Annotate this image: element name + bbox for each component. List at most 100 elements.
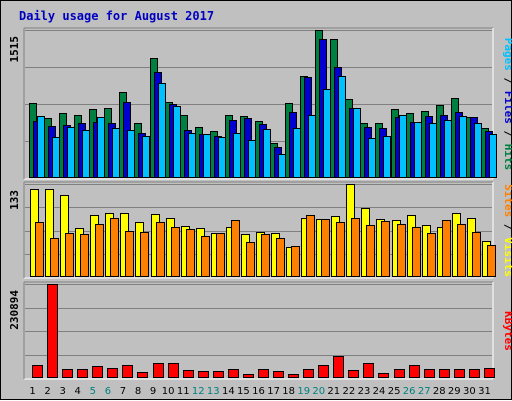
bar-sites-day-5 bbox=[95, 224, 104, 277]
bar-sites-day-9 bbox=[156, 222, 165, 277]
bar-sites-day-18 bbox=[291, 246, 300, 277]
bar-kbytes-day-6 bbox=[107, 368, 118, 378]
bar-kbytes-day-11 bbox=[183, 370, 194, 378]
bar-sites-day-8 bbox=[140, 232, 149, 277]
bar-kbytes-day-12 bbox=[198, 371, 209, 378]
x-tick-label: 19 bbox=[297, 386, 310, 397]
x-tick-label: 10 bbox=[162, 386, 175, 397]
bar-sites-day-1 bbox=[35, 222, 44, 277]
x-tick-label: 28 bbox=[433, 386, 446, 397]
bar-pages-day-22 bbox=[353, 108, 361, 178]
series-kbytes bbox=[32, 284, 495, 378]
panels: 1515 Pages / Files / Hits 133 Sites / Visit… bbox=[8, 27, 512, 380]
x-tick-label: 15 bbox=[237, 386, 250, 397]
bar-kbytes-day-16 bbox=[258, 369, 269, 378]
bar-pages-day-20 bbox=[323, 89, 331, 178]
bar-sites-day-25 bbox=[397, 224, 406, 277]
bar-sites-day-21 bbox=[336, 222, 345, 277]
bar-kbytes-day-2 bbox=[47, 284, 58, 378]
bar-kbytes-day-30 bbox=[469, 369, 480, 378]
bar-pages-day-21 bbox=[338, 76, 346, 178]
bar-kbytes-day-7 bbox=[122, 365, 133, 378]
bar-kbytes-day-18 bbox=[288, 374, 299, 378]
bar-sites-day-4 bbox=[80, 234, 89, 277]
bar-pages-day-2 bbox=[52, 137, 60, 178]
bar-kbytes-day-5 bbox=[92, 366, 103, 378]
x-tick-label: 4 bbox=[75, 386, 81, 397]
bar-visits-day-2 bbox=[45, 189, 54, 277]
bar-kbytes-day-31 bbox=[484, 368, 495, 378]
x-tick-label: 13 bbox=[207, 386, 220, 397]
bar-sites-day-19 bbox=[306, 215, 315, 277]
bar-pages-day-28 bbox=[444, 120, 452, 178]
bar-pages-day-31 bbox=[489, 134, 497, 178]
bar-pages-day-19 bbox=[308, 115, 316, 178]
bar-kbytes-day-1 bbox=[32, 365, 43, 378]
y-max-label: 1515 bbox=[8, 36, 21, 63]
bar-sites-day-29 bbox=[457, 224, 466, 277]
panel-legend: KBytes bbox=[502, 311, 512, 351]
bar-pages-day-13 bbox=[218, 137, 226, 178]
bar-pages-day-3 bbox=[67, 127, 75, 178]
bar-sites-day-12 bbox=[201, 236, 210, 277]
bar-pages-day-25 bbox=[399, 115, 407, 178]
bar-pages-day-6 bbox=[112, 128, 120, 178]
bar-sites-day-20 bbox=[321, 219, 330, 277]
bar-kbytes-day-23 bbox=[363, 363, 374, 378]
x-tick-label: 22 bbox=[343, 386, 356, 397]
bar-pages-day-4 bbox=[82, 130, 90, 178]
x-tick-label: 30 bbox=[463, 386, 476, 397]
x-tick-label: 8 bbox=[135, 386, 141, 397]
bar-kbytes-day-17 bbox=[273, 371, 284, 378]
y-max-label: 133 bbox=[8, 190, 21, 210]
bar-kbytes-day-29 bbox=[454, 369, 465, 378]
bar-kbytes-day-3 bbox=[62, 369, 73, 378]
bar-kbytes-day-14 bbox=[228, 369, 239, 378]
bar-kbytes-day-9 bbox=[153, 363, 164, 378]
x-tick-label: 3 bbox=[60, 386, 66, 397]
bar-pages-day-7 bbox=[127, 130, 135, 178]
bar-sites-day-27 bbox=[427, 233, 436, 277]
bar-sites-day-23 bbox=[366, 225, 375, 277]
x-tick-label: 26 bbox=[403, 386, 416, 397]
x-tick-label: 12 bbox=[192, 386, 205, 397]
bar-sites-day-30 bbox=[472, 232, 481, 277]
bar-kbytes-day-8 bbox=[137, 372, 148, 378]
x-tick-label: 1 bbox=[29, 386, 35, 397]
bar-sites-day-31 bbox=[487, 245, 496, 277]
bar-kbytes-day-28 bbox=[439, 369, 450, 378]
series-visits bbox=[30, 184, 491, 277]
bar-sites-day-15 bbox=[246, 242, 255, 277]
x-tick-label: 21 bbox=[327, 386, 340, 397]
bar-pages-day-9 bbox=[158, 83, 166, 178]
bar-sites-day-22 bbox=[351, 218, 360, 277]
bar-pages-day-11 bbox=[188, 133, 196, 178]
bar-sites-day-16 bbox=[261, 234, 270, 277]
bar-kbytes-day-10 bbox=[168, 363, 179, 378]
x-axis-ticks: 1 2 3 4 5 6 7 8 9 10 11 12 13 14 15 16 17 18 19 20 21 22 23 24 2… bbox=[29, 386, 491, 397]
bar-kbytes-day-24 bbox=[378, 373, 389, 378]
x-tick-label: 7 bbox=[120, 386, 126, 397]
panel-legend: Sites / Visits bbox=[502, 184, 512, 277]
bar-pages-day-8 bbox=[142, 136, 150, 178]
bar-pages-day-10 bbox=[173, 106, 181, 178]
bar-pages-day-16 bbox=[263, 129, 271, 178]
x-tick-label: 31 bbox=[478, 386, 491, 397]
bar-sites-day-6 bbox=[110, 218, 119, 277]
x-tick-label: 14 bbox=[222, 386, 235, 397]
x-tick-label: 20 bbox=[312, 386, 325, 397]
x-tick-label: 18 bbox=[282, 386, 295, 397]
bar-kbytes-day-25 bbox=[394, 369, 405, 378]
x-tick-label: 23 bbox=[358, 386, 371, 397]
bar-sites-day-2 bbox=[50, 238, 59, 277]
x-tick-label: 2 bbox=[44, 386, 50, 397]
bar-pages-day-17 bbox=[278, 154, 286, 178]
x-tick-label: 11 bbox=[177, 386, 190, 397]
chart-title: Daily usage for August 2017 bbox=[19, 9, 214, 23]
bar-pages-day-24 bbox=[383, 136, 391, 178]
bar-sites-day-28 bbox=[442, 220, 451, 277]
bar-kbytes-day-20 bbox=[318, 365, 329, 378]
x-tick-label: 29 bbox=[448, 386, 461, 397]
